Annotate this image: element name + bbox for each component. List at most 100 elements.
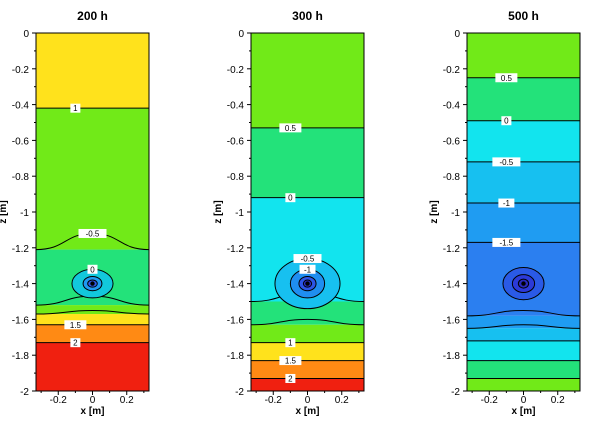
contour-label-4: 1 xyxy=(288,339,293,348)
band-2 xyxy=(467,120,580,162)
band-7 xyxy=(467,328,580,341)
x-tick-label-2: 0.2 xyxy=(335,395,349,406)
band-1 xyxy=(251,127,364,198)
y-tick-label-2: -0.4 xyxy=(12,101,30,112)
y-tick-label-9: -1.8 xyxy=(227,351,245,362)
contour-label-0: 0.5 xyxy=(501,74,513,83)
contour-label-0: 1 xyxy=(73,104,78,113)
x-tick-label-2: 0.2 xyxy=(551,395,565,406)
x-tick-label-0: -0.2 xyxy=(265,395,283,406)
contour-label-bg xyxy=(492,237,521,247)
band-4 xyxy=(467,203,580,243)
y-tick-label-7: -1.4 xyxy=(443,280,461,291)
contour-line-3 xyxy=(250,318,365,326)
y-tick-label-10: -2 xyxy=(451,387,460,398)
y-tick-label-2: -0.4 xyxy=(227,101,245,112)
x-tick-label-1: 0 xyxy=(90,395,96,406)
y-tick-label-1: -0.2 xyxy=(12,65,30,76)
contour-line-6 xyxy=(466,324,581,329)
band-0 xyxy=(36,33,149,109)
x-tick-label-1: 0 xyxy=(305,395,311,406)
y-axis-label: z [m] xyxy=(0,200,9,223)
band-8 xyxy=(467,340,580,361)
y-tick-label-9: -1.8 xyxy=(12,351,30,362)
band-4 xyxy=(36,314,149,325)
y-axis-label: z [m] xyxy=(429,200,440,223)
y-tick-label-5: -1 xyxy=(20,208,29,219)
y-tick-label-9: -1.8 xyxy=(443,351,461,362)
band-5 xyxy=(251,342,364,361)
panel-1: 0.5011.52-0.5-10-0.2-0.4-0.6-0.8-1-1.2-1… xyxy=(213,9,365,417)
contour-label-1: 0 xyxy=(504,117,509,126)
panel-title: 300 h xyxy=(292,9,323,23)
y-tick-label-6: -1.2 xyxy=(443,244,461,255)
x-axis-label: x [m] xyxy=(512,406,536,417)
contour-label-1: 0 xyxy=(288,194,293,203)
contour-line-3 xyxy=(35,309,150,315)
source-marker xyxy=(521,281,526,286)
y-tick-label-8: -1.6 xyxy=(227,315,245,326)
source-marker xyxy=(90,281,95,286)
y-tick-label-8: -1.6 xyxy=(12,315,30,326)
contour-label-5: 1.5 xyxy=(285,357,297,366)
y-tick-label-2: -0.4 xyxy=(443,101,461,112)
y-tick-label-0: 0 xyxy=(23,29,29,40)
panel-title: 500 h xyxy=(508,9,539,23)
contour-label-6: 2 xyxy=(288,374,293,383)
eye-label-0: 0 xyxy=(90,265,95,274)
eye-label-bg xyxy=(87,264,98,274)
y-tick-label-3: -0.6 xyxy=(443,136,461,147)
band-3 xyxy=(467,161,580,204)
x-tick-label-1: 0 xyxy=(521,395,527,406)
x-tick-label-0: -0.2 xyxy=(481,395,499,406)
contour-label-bg xyxy=(279,123,302,133)
contour-label-bg xyxy=(279,356,302,366)
band-3 xyxy=(36,305,149,315)
contour-label-0: 0.5 xyxy=(285,124,297,133)
eye-label-bg xyxy=(299,264,316,274)
band-4 xyxy=(251,324,364,343)
y-tick-label-7: -1.4 xyxy=(12,280,30,291)
band-5 xyxy=(36,324,149,343)
y-tick-label-1: -0.2 xyxy=(443,65,461,76)
eye-label-0: -0.5 xyxy=(301,255,315,264)
panel-2: 0.5 0 -0.5 -1 -1.5 0 -0.2 -0.4 -0.6 -0.8 -1 -1.2 -1.… xyxy=(429,9,581,417)
contour-label-bg xyxy=(492,157,521,167)
y-tick-label-8: -1.6 xyxy=(443,315,461,326)
y-tick-label-7: -1.4 xyxy=(227,280,245,291)
x-axis-label: x [m] xyxy=(81,406,105,417)
contour-label-3: -1 xyxy=(503,199,511,208)
contour-label-bg xyxy=(70,338,81,348)
y-tick-label-3: -0.6 xyxy=(12,136,30,147)
y-tick-label-3: -0.6 xyxy=(227,136,245,147)
y-tick-label-6: -1.2 xyxy=(227,244,245,255)
band-3 xyxy=(251,301,364,325)
band-6 xyxy=(251,360,364,379)
eye-label-bg xyxy=(293,254,322,264)
eye-label-1: -1 xyxy=(304,265,312,274)
band-7 xyxy=(251,378,364,391)
y-tick-label-0: 0 xyxy=(454,29,460,40)
y-tick-label-6: -1.2 xyxy=(12,244,30,255)
band-6 xyxy=(36,342,149,391)
y-tick-label-5: -1 xyxy=(235,208,244,219)
panel-title: 200 h xyxy=(77,9,108,23)
band-0 xyxy=(251,33,364,128)
contour-line-5 xyxy=(466,309,581,317)
band-1 xyxy=(467,77,580,121)
contour-label-1: -0.5 xyxy=(86,229,100,238)
y-axis-label: z [m] xyxy=(213,200,224,223)
y-tick-label-5: -1 xyxy=(451,208,460,219)
band-10 xyxy=(467,378,580,391)
x-tick-label-2: 0.2 xyxy=(120,395,134,406)
band-0 xyxy=(467,33,580,78)
contour-label-bg xyxy=(285,338,296,348)
y-tick-label-10: -2 xyxy=(235,387,244,398)
contour-label-bg xyxy=(495,73,518,83)
contour-label-5: 2 xyxy=(73,339,78,348)
source-marker xyxy=(305,281,310,286)
y-tick-label-4: -0.8 xyxy=(12,172,30,183)
contour-label-2: -0.5 xyxy=(499,158,513,167)
y-tick-label-0: 0 xyxy=(238,29,244,40)
x-tick-label-0: -0.2 xyxy=(50,395,68,406)
